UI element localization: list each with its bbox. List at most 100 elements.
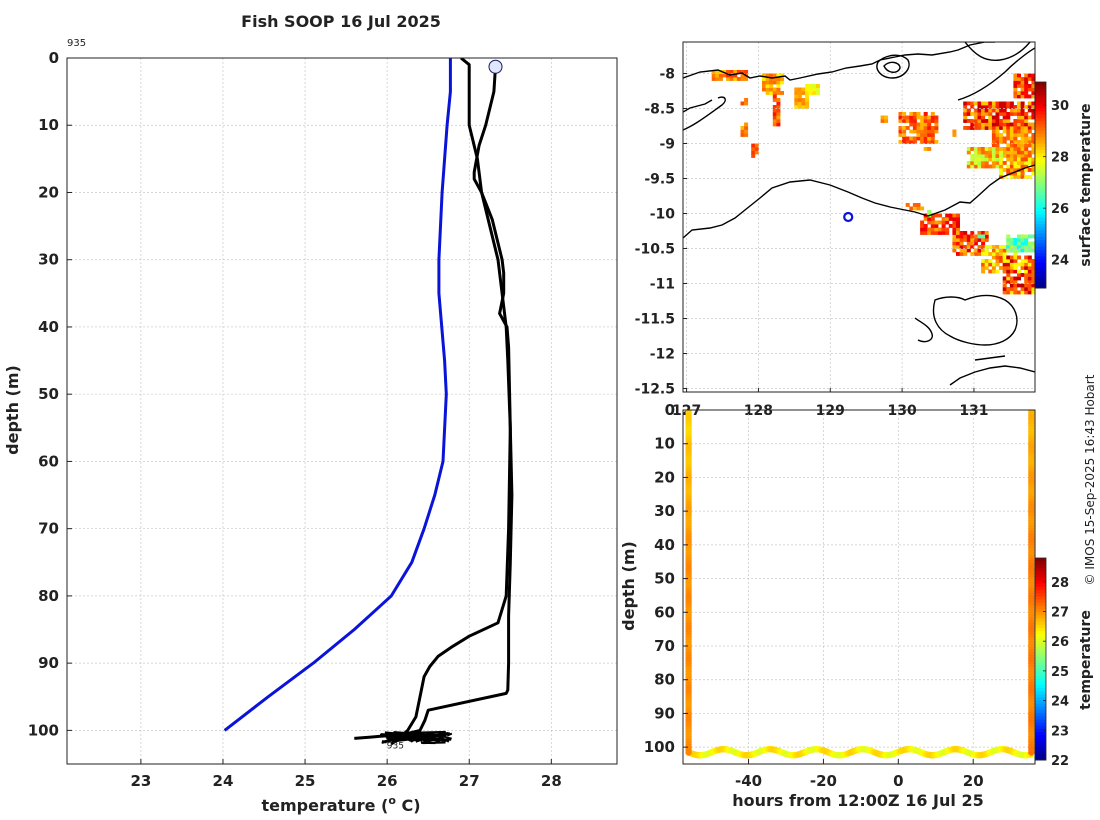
- map-colorbar-segment: [1035, 201, 1046, 205]
- map-sst-pixel: [1027, 273, 1032, 277]
- map-sst-pixel: [1031, 248, 1035, 253]
- map-colorbar-segment: [1035, 252, 1046, 257]
- map-sst-pixel: [1013, 283, 1018, 288]
- map-sst-pixel: [995, 143, 1000, 148]
- map-sst-pixel: [991, 115, 996, 120]
- section-colorbar-segment: [1035, 636, 1046, 641]
- map-sst-pixel: [945, 217, 950, 221]
- map-sst-pixel: [970, 112, 975, 116]
- map-sst-pixel: [995, 157, 1000, 162]
- map-sst-pixel: [1017, 283, 1021, 288]
- section-x-label: hours from 12:00Z 16 Jul 25: [732, 791, 983, 810]
- map-sst-pixel: [981, 112, 986, 116]
- map-sst-pixel: [999, 171, 1004, 176]
- map-sst-pixel: [984, 231, 989, 235]
- map-sst-pixel: [984, 252, 989, 256]
- map-sst-pixel: [765, 87, 770, 92]
- map-sst-pixel: [991, 133, 996, 137]
- coastline-tiwi-islands: [932, 294, 1018, 346]
- map-sst-pixel: [981, 234, 986, 239]
- map-sst-pixel: [1002, 168, 1007, 172]
- map-sst-pixel: [995, 126, 1000, 130]
- map-sst-pixel: [769, 87, 774, 92]
- map-sst-pixel: [1017, 119, 1021, 123]
- map-sst-pixel: [1020, 175, 1025, 179]
- map-sst-pixel: [772, 98, 777, 102]
- map-sst-pixel: [1009, 168, 1014, 172]
- map-sst-pixel: [726, 70, 731, 74]
- map-sst-pixel: [740, 126, 745, 130]
- map-sst-pixel: [1020, 259, 1025, 263]
- map-sst-pixel: [1031, 262, 1035, 267]
- map-sst-pixel: [812, 91, 817, 95]
- map-sst-pixel: [991, 161, 996, 165]
- map-gridlines: [683, 42, 1035, 392]
- map-sst-pixel: [995, 112, 1000, 116]
- map-sst-pixel: [1031, 164, 1035, 169]
- map-sst-pixel: [984, 262, 989, 267]
- map-sst-pixel: [1027, 241, 1032, 246]
- map-sst-pixel: [991, 143, 996, 148]
- map-sst-pixel: [981, 108, 986, 113]
- map-colorbar-segment: [1035, 284, 1046, 289]
- map-sst-pixel: [1017, 143, 1021, 148]
- map-sst-pixel: [991, 136, 996, 141]
- profile-bottom-noise: [400, 730, 446, 735]
- map-sst-pixel: [1017, 150, 1021, 155]
- map-colorbar-segment: [1035, 249, 1046, 254]
- profile-x-tick-label: 27: [459, 772, 480, 790]
- map-sst-pixel: [938, 220, 942, 225]
- map-sst-pixel: [1013, 154, 1018, 158]
- map-sst-pixel: [966, 150, 971, 155]
- map-sst-pixel: [988, 150, 993, 155]
- map-sst-pixel: [970, 101, 975, 106]
- map-colorbar-segment: [1035, 181, 1046, 186]
- section-x-tick-label: -40: [735, 772, 762, 790]
- map-sst-pixel: [1013, 84, 1018, 88]
- map-sst-pixel: [1027, 105, 1032, 109]
- map-sst-pixel: [1006, 129, 1011, 134]
- map-sst-pixel: [772, 87, 777, 92]
- map-sst-pixel: [916, 126, 921, 130]
- map-colorbar-segment: [1035, 188, 1046, 192]
- map-sst-pixel: [744, 70, 749, 74]
- map-sst-pixel: [927, 119, 932, 123]
- map-sst-pixel: [973, 161, 978, 165]
- profile-x-label: temperature (o C): [261, 794, 420, 815]
- map-sst-pixel: [981, 241, 986, 246]
- map-sst-pixel: [988, 119, 993, 123]
- map-sst-pixel: [988, 101, 993, 106]
- section-colorbar-tick-label: 27: [1051, 605, 1069, 620]
- profile-top-label: 935: [67, 38, 86, 49]
- map-sst-pixel: [1027, 126, 1032, 130]
- map-sst-pixel: [898, 133, 903, 137]
- map-sst-pixel: [740, 73, 745, 78]
- section-colorbar-segment: [1035, 633, 1046, 638]
- map-sst-pixel: [736, 77, 741, 81]
- map-sst-pixel: [973, 126, 978, 130]
- map-sst-pixel: [930, 119, 935, 123]
- map-colorbar-segment: [1035, 246, 1046, 250]
- map-sst-pixel: [1017, 126, 1021, 130]
- map-sst-pixel: [973, 157, 978, 162]
- map-sst-pixel: [923, 224, 928, 228]
- map-sst-pixel: [1009, 108, 1014, 113]
- map-colorbar-segment: [1035, 91, 1046, 96]
- map-sst-pixel: [1013, 269, 1018, 274]
- map-sst-pixel: [1009, 122, 1014, 127]
- map-sst-pixel: [999, 245, 1004, 249]
- map-sst-pixel: [927, 136, 932, 141]
- section-colorbar-segment: [1035, 687, 1046, 692]
- map-sst-pixel: [1027, 140, 1032, 144]
- section-colorbar-segment: [1035, 715, 1046, 720]
- map-sst-pixel: [1027, 94, 1032, 99]
- map-sst-pixel: [1027, 77, 1032, 81]
- map-sst-pixel: [981, 154, 986, 158]
- map-sst-pixel: [1020, 171, 1025, 176]
- map-sst-pixel: [898, 119, 903, 123]
- map-sst-pixel: [1024, 248, 1029, 253]
- map-sst-pixel: [772, 119, 777, 123]
- map-sst-pixel: [905, 136, 910, 141]
- coastline-coburg: [974, 355, 1006, 361]
- map-sst-pixel: [995, 136, 1000, 141]
